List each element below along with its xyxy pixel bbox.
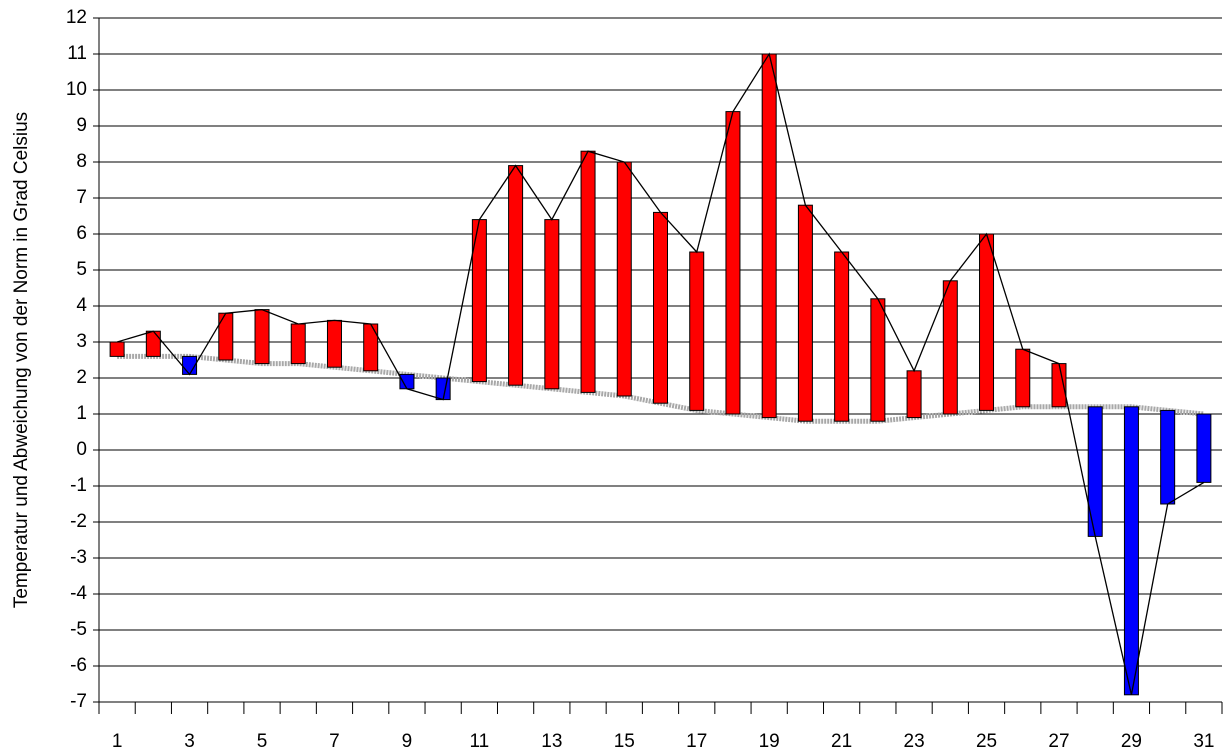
y-tick-label: 7	[76, 187, 87, 208]
y-tick-label: 1	[76, 403, 87, 424]
x-tick-label: 9	[402, 731, 413, 752]
y-tick-label: 3	[76, 331, 87, 352]
bar	[109, 341, 125, 357]
y-tick-label: -1	[70, 475, 87, 496]
x-tick-label: 15	[614, 731, 635, 752]
bar	[942, 280, 958, 415]
bar	[399, 373, 415, 390]
y-tick-label: -2	[70, 511, 87, 532]
temperature-line	[116, 52, 1205, 695]
x-tick-label: 3	[184, 731, 195, 752]
y-tick-label: 4	[76, 295, 87, 316]
y-tick-label: 12	[66, 7, 87, 28]
bar	[725, 111, 741, 415]
bar	[1123, 406, 1139, 696]
x-tick-label: 19	[759, 731, 780, 752]
bar	[1087, 406, 1103, 537]
x-tick-label: 25	[976, 731, 997, 752]
x-tick-label: 1	[112, 731, 123, 752]
y-axis-label: Temperatur und Abweichung von der Norm i…	[11, 112, 32, 608]
bar	[254, 309, 270, 365]
bar	[653, 211, 668, 404]
y-tick-label: -6	[70, 655, 87, 676]
x-tick-label: 21	[831, 731, 852, 752]
bar	[616, 161, 632, 397]
y-tick-label: 11	[67, 43, 87, 64]
bar	[508, 165, 524, 386]
y-tick-label: -7	[70, 691, 87, 712]
x-tick-label: 27	[1048, 731, 1069, 752]
y-tick-label: -4	[70, 583, 87, 604]
bar	[689, 251, 705, 411]
y-tick-label: 10	[66, 79, 87, 100]
bar	[797, 204, 813, 422]
y-tick-label: 0	[76, 439, 87, 460]
x-tick-label: 23	[904, 731, 925, 752]
y-tick-label: -3	[70, 547, 87, 568]
x-tick-label: 11	[470, 731, 490, 752]
bar	[1015, 348, 1031, 408]
bar	[761, 53, 777, 419]
y-tick-label: 6	[76, 223, 87, 244]
x-tick-label: 17	[686, 731, 707, 752]
y-tick-label: 5	[76, 259, 87, 280]
y-tick-label: -5	[70, 619, 87, 640]
bar	[326, 319, 342, 368]
x-tick-label: 29	[1121, 731, 1142, 752]
x-tick-label: 31	[1193, 731, 1214, 752]
bar	[544, 219, 560, 390]
bar	[580, 150, 596, 393]
bar	[979, 233, 995, 411]
bar	[363, 323, 379, 372]
bar	[834, 251, 850, 422]
bar	[870, 298, 886, 422]
bar	[906, 370, 922, 419]
bar	[1196, 413, 1212, 483]
x-tick-label: 7	[329, 731, 340, 752]
bar	[290, 323, 306, 365]
y-tick-label: 8	[76, 151, 87, 172]
x-tick-label: 13	[541, 731, 562, 752]
x-tick-label: 5	[257, 731, 268, 752]
y-tick-label: 9	[76, 115, 87, 136]
y-tick-label: 2	[76, 367, 87, 388]
bar	[1160, 409, 1176, 505]
bar	[145, 330, 161, 357]
